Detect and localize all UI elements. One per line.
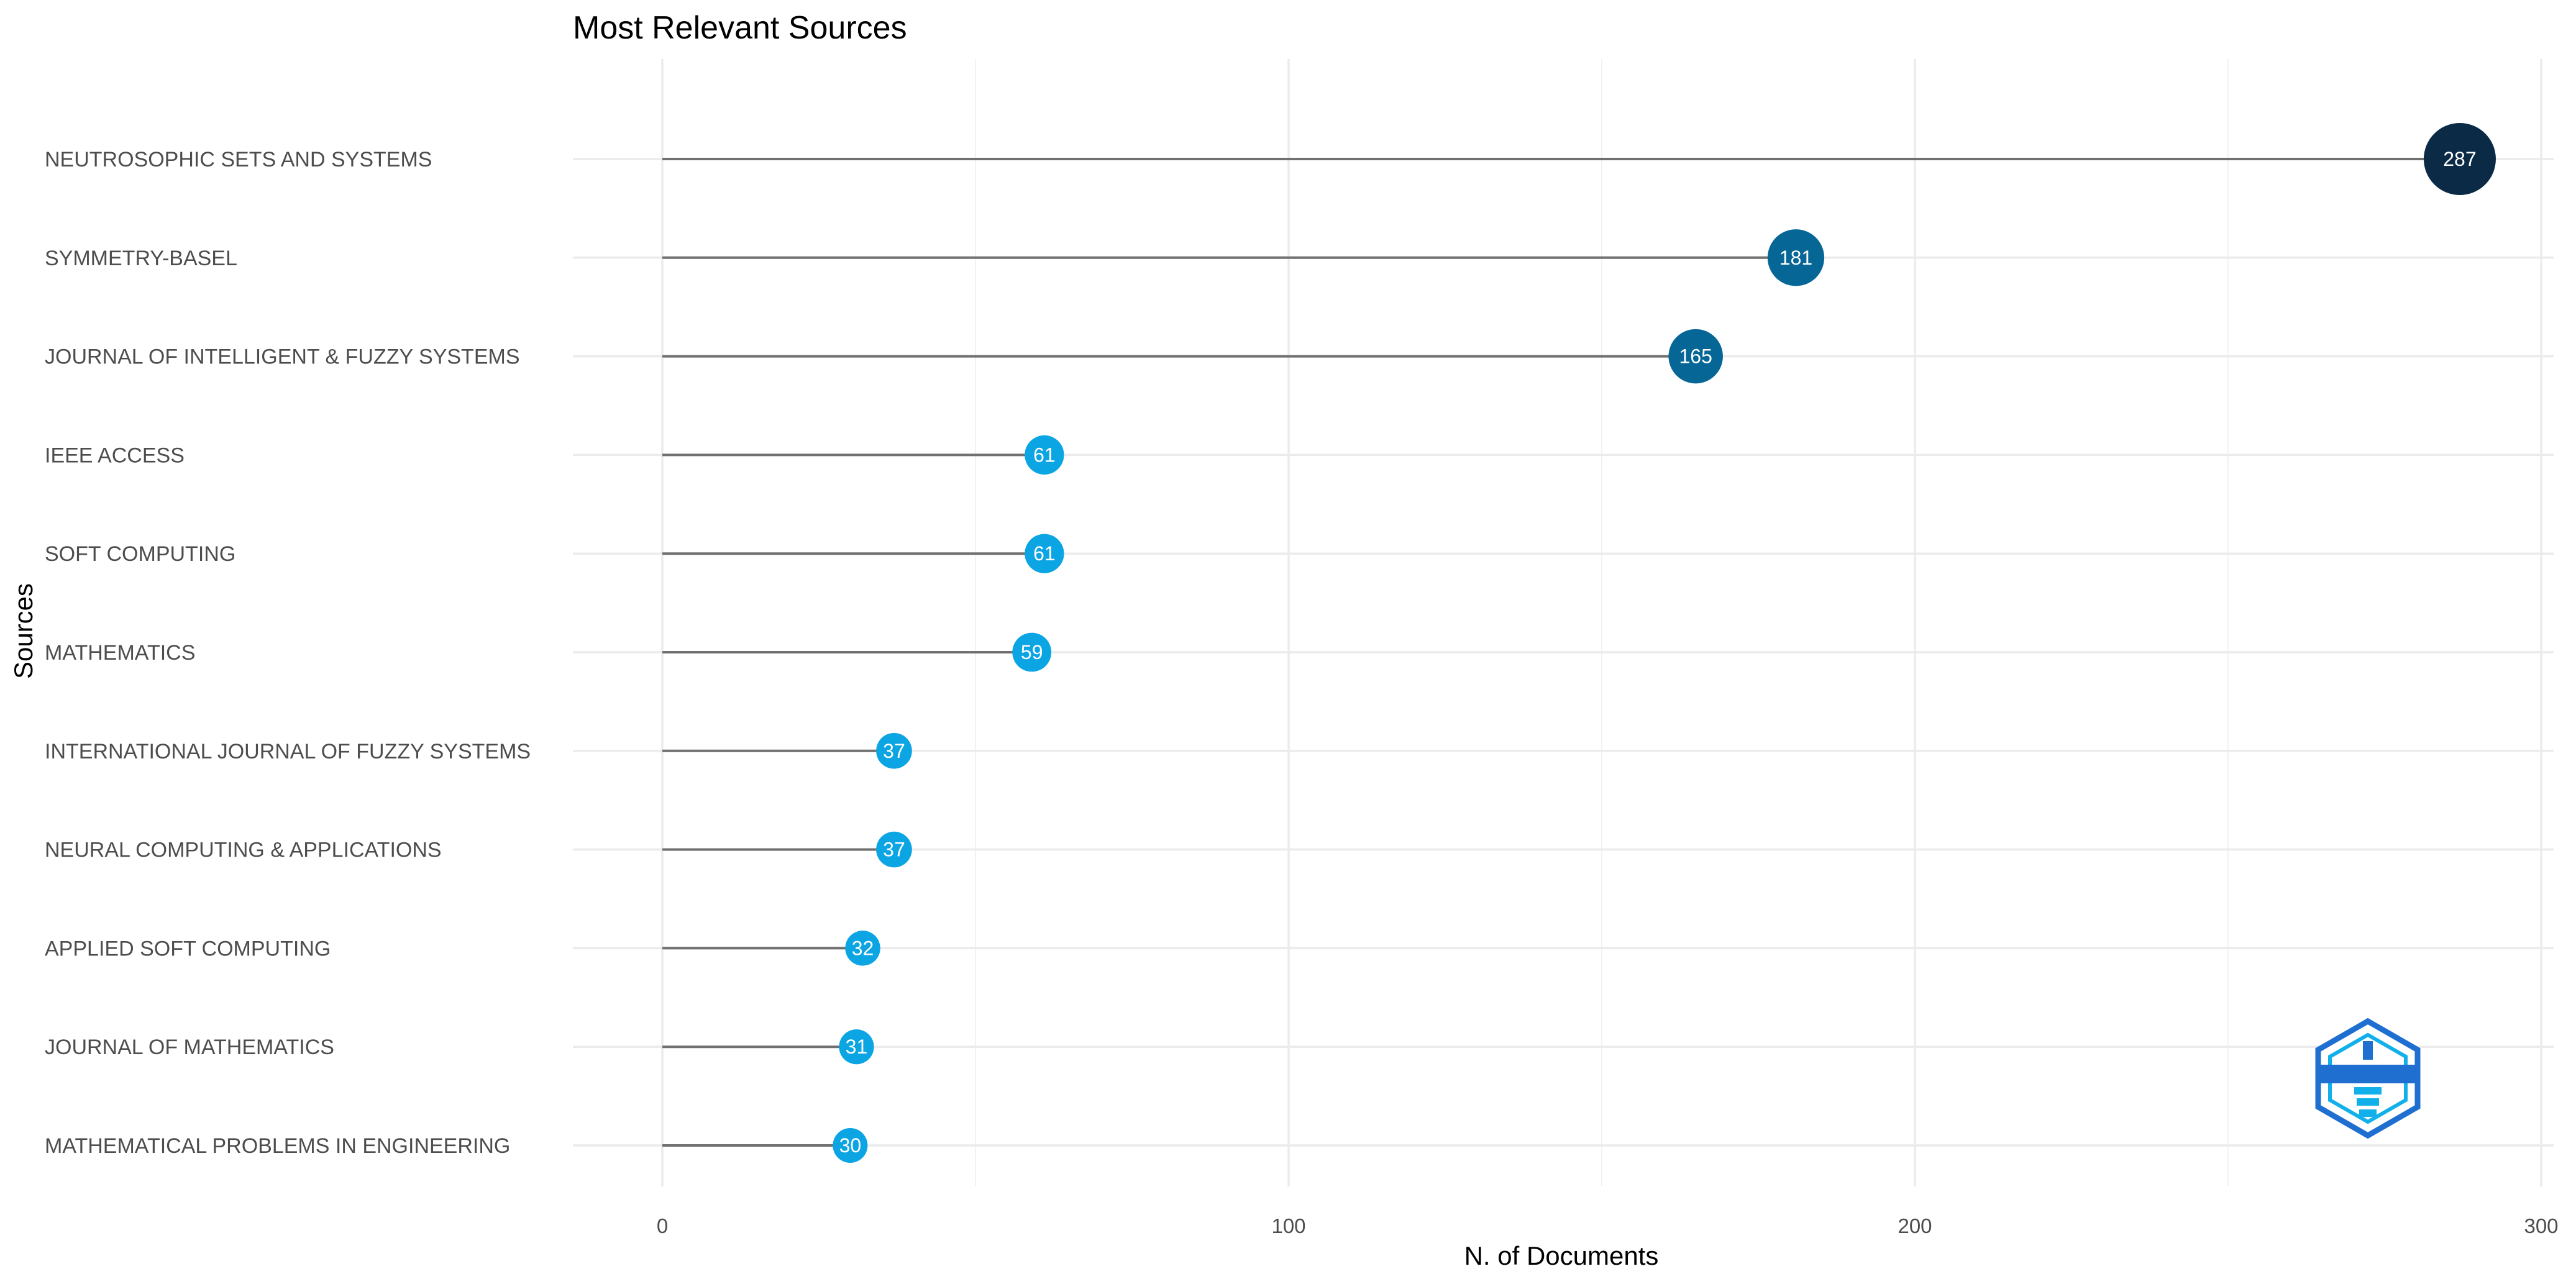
x-tick-label: 300 <box>2524 1214 2558 1237</box>
value-label: 37 <box>883 740 905 762</box>
lollipop-dot <box>876 732 912 769</box>
value-label: 30 <box>839 1134 862 1157</box>
x-axis-title: N. of Documents <box>1464 1241 1659 1270</box>
category-label: SYMMETRY-BASEL <box>45 247 237 270</box>
value-label: 59 <box>1021 641 1043 663</box>
lollipop-dot <box>833 1128 868 1163</box>
dots: 287 181 165 61 61 59 37 37 32 31 30 <box>833 123 2496 1163</box>
lollipop-dot <box>1668 329 1723 384</box>
value-label: 31 <box>846 1035 868 1058</box>
lollipop-dot <box>1012 632 1052 672</box>
category-label: NEURAL COMPUTING & APPLICATIONS <box>45 839 442 862</box>
category-label: APPLIED SOFT COMPUTING <box>45 937 331 960</box>
lollipop-dot <box>2423 123 2496 195</box>
x-tick-labels: 0 100 200 300 <box>657 1214 2559 1237</box>
value-label: 181 <box>1779 247 1812 269</box>
lollipop-dot <box>1025 435 1064 475</box>
x-tick-label: 200 <box>1898 1214 1932 1237</box>
value-label: 37 <box>883 839 905 861</box>
value-label: 61 <box>1033 542 1056 565</box>
x-tick-label: 0 <box>657 1214 668 1237</box>
value-label: 287 <box>2443 148 2476 170</box>
category-label: SOFT COMPUTING <box>45 542 235 566</box>
category-label: MATHEMATICAL PROBLEMS IN ENGINEERING <box>45 1134 510 1158</box>
category-label: IEEE ACCESS <box>45 444 185 467</box>
stems <box>662 158 2460 1147</box>
lollipop-dot <box>845 931 880 966</box>
x-tick-label: 100 <box>1271 1214 1305 1237</box>
category-label: NEUTROSOPHIC SETS AND SYSTEMS <box>45 148 432 171</box>
grid <box>573 59 2554 1186</box>
lollipop-dot <box>1025 534 1064 573</box>
y-axis-title: Sources <box>9 583 38 679</box>
lollipop-dot <box>876 831 912 868</box>
value-label: 32 <box>852 937 874 959</box>
lollipop-dot <box>1767 229 1825 286</box>
category-label: INTERNATIONAL JOURNAL OF FUZZY SYSTEMS <box>45 740 531 763</box>
value-label: 61 <box>1033 444 1056 466</box>
category-label: JOURNAL OF INTELLIGENT & FUZZY SYSTEMS <box>45 345 520 369</box>
chart-title: Most Relevant Sources <box>573 10 907 46</box>
bibliometrix-logo <box>2315 1017 2421 1139</box>
value-label: 165 <box>1679 345 1712 368</box>
category-label: JOURNAL OF MATHEMATICS <box>45 1035 334 1059</box>
category-labels: NEUTROSOPHIC SETS AND SYSTEMS SYMMETRY-BA… <box>45 148 531 1158</box>
category-label: MATHEMATICS <box>45 641 195 665</box>
lollipop-dot <box>839 1029 874 1065</box>
